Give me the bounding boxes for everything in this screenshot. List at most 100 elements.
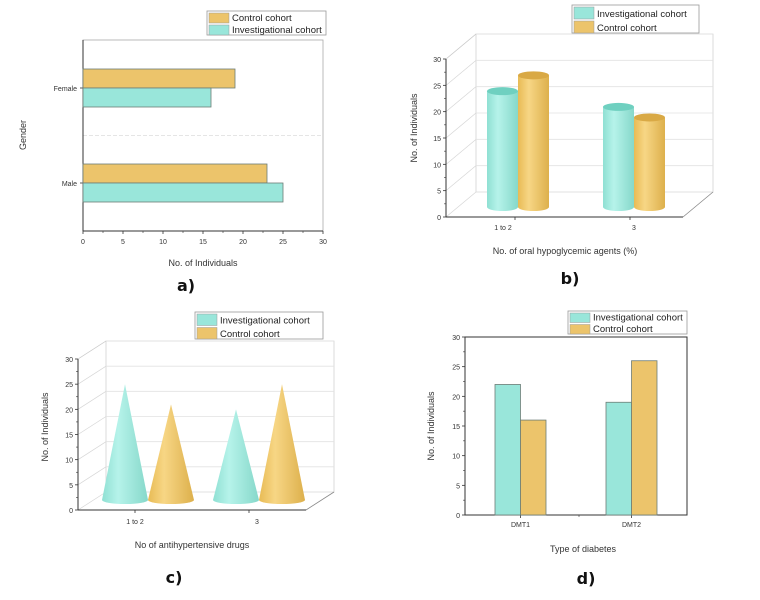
chart-b-cylinder-investigational-0-top <box>487 87 518 96</box>
chart-b-side-gridline <box>445 191 477 218</box>
chart-d-xlabel: Type of diabetes <box>550 544 617 554</box>
chart-d-ylabel: No. of Individuals <box>426 391 436 461</box>
chart-b-cylinder-control-0-top <box>518 71 549 80</box>
chart-c-y-tick-label: 20 <box>65 407 73 414</box>
chart-d-diabetes-type: 0 5 10 15 20 25 30 DMT1 DMT2 Investigational coho… <box>426 310 688 588</box>
chart-c-y-tick-label: 0 <box>69 508 73 515</box>
chart-d-bar-control-dmt1 <box>520 419 547 516</box>
chart-c-legend-swatch-control <box>196 327 218 340</box>
chart-b-oral-hypoglycemic: 0 5 10 15 20 25 30 1 to 2 3 Investigational cohor… <box>409 4 714 288</box>
chart-c-side-gridline <box>77 416 107 435</box>
chart-a-y-tick-label: Male <box>62 181 77 188</box>
chart-b-y-tick-label: 5 <box>437 189 441 196</box>
chart-b-cylinder-control-1 <box>634 117 665 211</box>
chart-d-legend-swatch-control <box>569 324 591 335</box>
chart-c-cone-control-1 <box>259 384 305 504</box>
chart-b-x-tick-label: 3 <box>632 225 636 232</box>
chart-b-side-gridline <box>445 112 477 139</box>
chart-a-gender: 0 5 10 15 20 25 30 Male Female Control cohortInve… <box>18 10 327 295</box>
chart-d-bar-control-dmt2 <box>631 360 658 516</box>
chart-c-xlabel: No of antihypertensive drugs <box>135 540 250 550</box>
chart-c-floor-edge <box>305 491 335 511</box>
chart-c-cone-investigational-0 <box>102 384 148 504</box>
chart-d-x-tick-label: DMT1 <box>511 522 530 529</box>
chart-d-bar-investigational-dmt2 <box>605 401 632 516</box>
chart-a-x-tick-label: 10 <box>159 239 167 246</box>
chart-b-legend-swatch-control <box>573 20 595 34</box>
chart-d-y-tick-label: 5 <box>456 483 460 490</box>
chart-b-side-gridline <box>445 165 477 191</box>
chart-d-y-tick-label: 10 <box>452 454 460 461</box>
chart-c-side-gridline <box>77 491 107 511</box>
chart-a-x-tick-label: 0 <box>81 239 85 246</box>
chart-b-y-tick-label: 0 <box>437 215 441 222</box>
chart-b-top-edge <box>445 33 477 60</box>
chart-c-y-tick-label: 5 <box>69 483 73 490</box>
chart-c-ylabel: No. of Individuals <box>40 392 50 462</box>
chart-c-y-tick-label: 30 <box>65 357 73 364</box>
chart-a-bar-investigational-male <box>82 182 284 203</box>
chart-c-panel-label: c) <box>166 568 183 587</box>
chart-c-x-tick-label: 1 to 2 <box>126 519 144 526</box>
chart-b-cylinder-control-0 <box>518 75 549 211</box>
chart-b-xlabel: No. of oral hypoglycemic agents (%) <box>493 246 638 256</box>
chart-a-ylabel: Gender <box>18 120 28 150</box>
chart-d-legend-swatch-investigational <box>569 312 591 323</box>
chart-a-legend-swatch-control <box>208 12 230 24</box>
chart-d-y-tick-label: 30 <box>452 335 460 342</box>
chart-d-legend-box <box>567 310 688 335</box>
chart-a-y-tick-label: Female <box>54 86 77 93</box>
chart-b-y-tick-label: 30 <box>433 57 441 64</box>
chart-c-y-tick-label: 10 <box>65 458 73 465</box>
chart-c-legend-swatch-investigational <box>196 313 218 326</box>
chart-c-cone-investigational-1 <box>213 409 259 504</box>
chart-b-side-gridline <box>445 60 477 86</box>
chart-b-ylabel: No. of Individuals <box>409 93 419 163</box>
chart-c-antihypertensive: 0 5 10 15 20 25 30 1 to 2 3 Investigational cohor… <box>40 311 335 587</box>
chart-c-y-tick-label: 15 <box>65 433 73 440</box>
chart-d-x-tick-label: DMT2 <box>622 522 641 529</box>
chart-a-xlabel: No. of Individuals <box>168 258 238 268</box>
chart-b-legend-label-investigational: Investigational cohort <box>597 9 687 20</box>
chart-c-y-tick-label: 25 <box>65 382 73 389</box>
chart-b-y-tick-label: 10 <box>433 162 441 169</box>
chart-a-x-tick-label: 5 <box>121 239 125 246</box>
chart-a-bar-control-male <box>82 163 268 184</box>
chart-b-side-gridline <box>445 86 477 112</box>
chart-a-x-tick-label: 20 <box>239 239 247 246</box>
chart-b-x-tick-label: 1 to 2 <box>494 225 512 232</box>
chart-a-x-tick-label: 25 <box>279 239 287 246</box>
chart-a-legend-label-control: Control cohort <box>232 13 292 24</box>
chart-c-cone-control-0 <box>148 404 194 504</box>
chart-d-legend-label-investigational: Investigational cohort <box>593 313 683 324</box>
chart-b-side-gridline <box>445 139 477 165</box>
chart-b-cylinder-investigational-1 <box>603 106 634 211</box>
chart-b-y-tick-label: 25 <box>433 83 441 90</box>
chart-b-panel-label: b) <box>561 269 580 288</box>
chart-c-side-gridline <box>77 441 107 460</box>
chart-d-y-tick-label: 15 <box>452 424 460 431</box>
chart-b-legend-swatch-investigational <box>573 6 595 20</box>
chart-a-panel-label: a) <box>177 276 195 295</box>
chart-b-y-tick-label: 15 <box>433 136 441 143</box>
chart-c-legend-label-investigational: Investigational cohort <box>220 316 310 327</box>
chart-d-legend-label-control: Control cohort <box>593 324 653 335</box>
chart-b-cylinder-control-1-top <box>634 113 665 122</box>
chart-a-legend-swatch-investigational <box>208 24 230 36</box>
chart-d-panel-label: d) <box>577 569 596 588</box>
chart-a-bar-control-female <box>82 68 236 89</box>
chart-c-top-edge <box>77 340 107 360</box>
chart-a-bar-investigational-female <box>82 87 212 108</box>
chart-c-legend-label-control: Control cohort <box>220 329 280 340</box>
chart-b-floor-edge <box>682 191 714 218</box>
chart-b-cylinder-investigational-0 <box>487 91 518 211</box>
chart-b-cylinder-investigational-1-top <box>603 102 634 111</box>
chart-b-legend-label-control: Control cohort <box>597 23 657 34</box>
chart-d-y-tick-label: 25 <box>452 365 460 372</box>
chart-c-x-tick-label: 3 <box>255 519 259 526</box>
chart-a-x-tick-label: 30 <box>319 239 327 246</box>
chart-c-side-gridline <box>77 391 107 410</box>
chart-a-legend-label-investigational: Investigational cohort <box>232 25 322 36</box>
chart-c-side-gridline <box>77 466 107 486</box>
